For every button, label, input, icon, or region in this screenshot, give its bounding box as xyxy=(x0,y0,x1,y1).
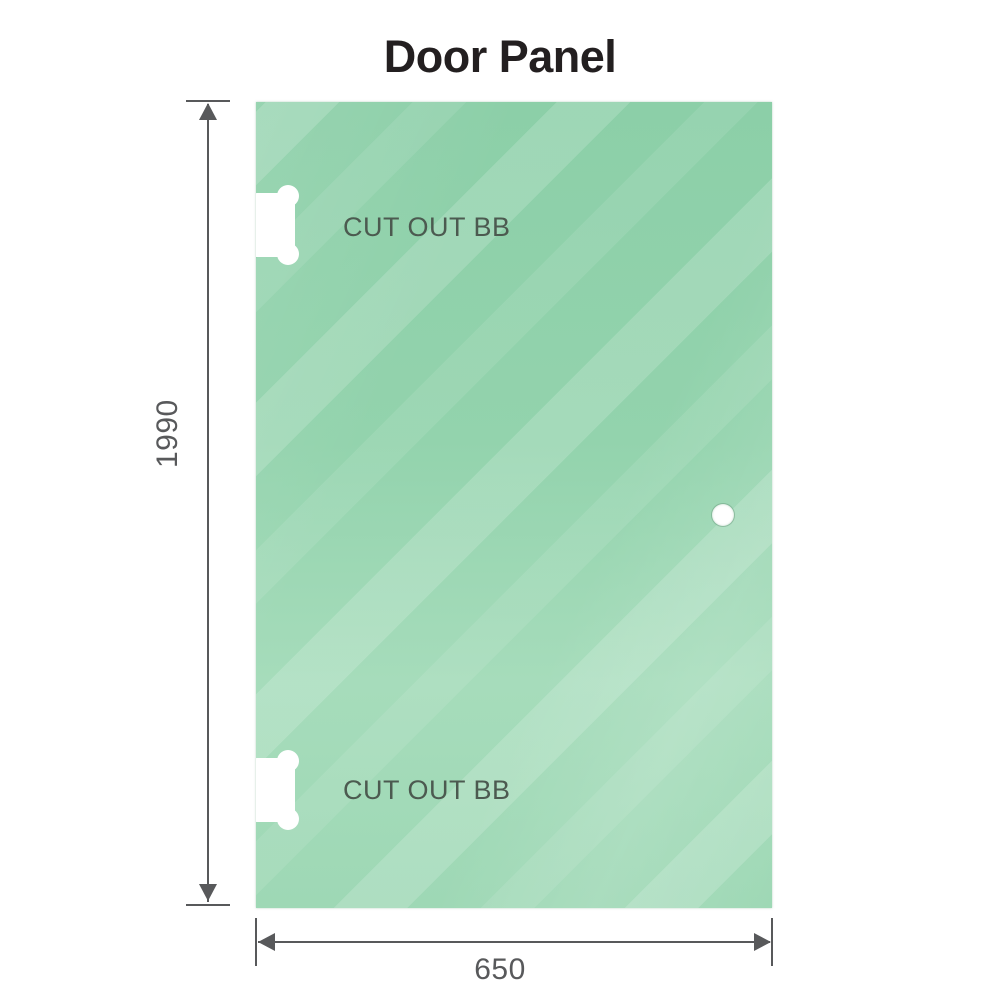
cutout-lobe-bottom xyxy=(277,808,299,830)
cutout-label-top: CUT OUT BB xyxy=(343,212,511,242)
dimension-label-width: 650 xyxy=(474,953,526,986)
dimension-line-width xyxy=(258,941,770,943)
arrowhead-up-icon xyxy=(199,103,217,120)
cutout-label-bottom: CUT OUT BB xyxy=(343,775,511,805)
glass-sheen-overlay xyxy=(256,102,772,908)
dimension-extension-tick-right xyxy=(771,918,773,966)
cutout-notch-bottom xyxy=(256,750,299,830)
dimension-label-height: 1990 xyxy=(151,399,184,468)
cutout-lobe-bottom xyxy=(277,243,299,265)
dimension-extension-tick-bottom xyxy=(186,904,230,906)
cutout-lobe-top xyxy=(277,750,299,772)
handle-hole xyxy=(712,504,734,526)
dimension-extension-tick-left xyxy=(255,918,257,966)
page-title: Door Panel xyxy=(383,31,617,82)
cutout-lobe-top xyxy=(277,185,299,207)
arrowhead-down-icon xyxy=(199,884,217,901)
glass-panel: CUT OUT BB CUT OUT BB xyxy=(256,102,772,908)
cutout-bridge xyxy=(277,195,295,255)
dimension-extension-tick-top xyxy=(186,100,230,102)
dimension-line-height xyxy=(207,104,209,902)
cutout-bridge xyxy=(277,760,295,820)
arrowhead-right-icon xyxy=(754,933,771,951)
cutout-notch-top xyxy=(256,185,299,265)
arrowhead-left-icon xyxy=(258,933,275,951)
